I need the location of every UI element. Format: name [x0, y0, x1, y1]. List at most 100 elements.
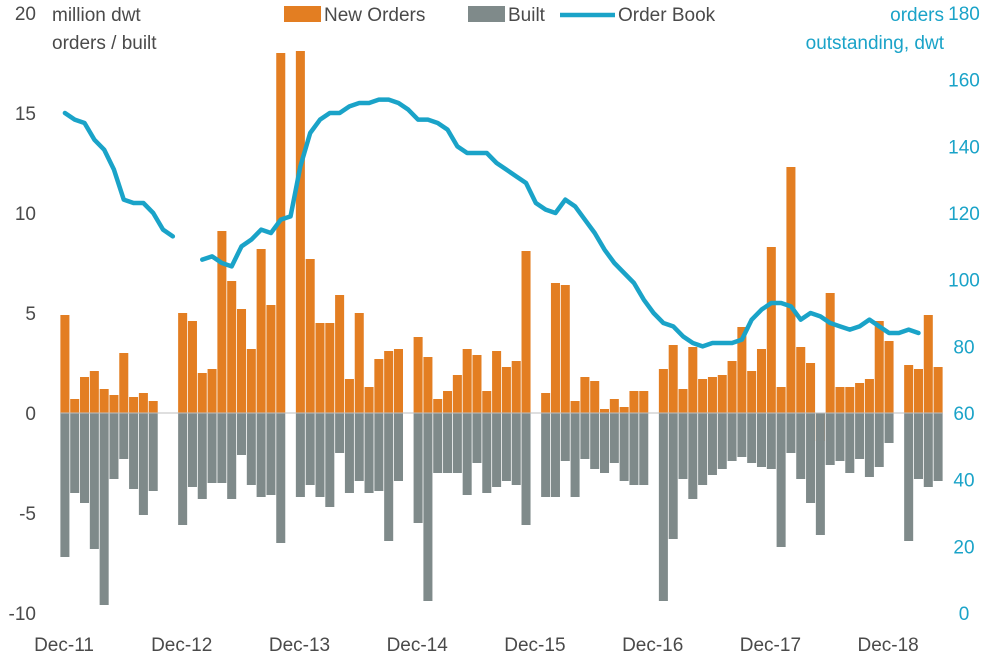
built-bar — [707, 413, 717, 475]
new-orders-bar — [364, 387, 374, 413]
order-book-line — [62, 97, 921, 349]
legend-label-new-orders: New Orders — [324, 5, 425, 26]
new-orders-bar — [550, 283, 560, 413]
new-orders-bar — [70, 399, 80, 413]
new-orders-bar — [698, 379, 708, 413]
new-orders-bar — [874, 321, 884, 413]
built-bar — [913, 413, 923, 479]
built-bar — [727, 413, 737, 461]
new-orders-bar — [619, 407, 629, 413]
built-bar — [786, 413, 796, 453]
built-bar — [80, 413, 90, 503]
built-bar — [374, 413, 384, 491]
built-bar — [835, 413, 845, 461]
built-bar — [452, 413, 462, 473]
built-bar — [658, 413, 668, 601]
x-tick-label: Dec-13 — [269, 635, 330, 656]
new-orders-bar — [384, 351, 394, 413]
new-orders-bar — [119, 353, 129, 413]
built-bar — [354, 413, 364, 481]
built-bar — [305, 413, 315, 485]
built-bar — [884, 413, 894, 443]
new-orders-bar — [256, 249, 266, 413]
built-bar — [600, 413, 610, 473]
x-axis-ticks: Dec-11 Dec-12 Dec-13 Dec-14 Dec-15 Dec-16 Dec-… — [34, 635, 919, 656]
new-orders-bar — [315, 323, 325, 413]
new-orders-bar — [413, 337, 423, 413]
new-orders-bar — [511, 361, 521, 413]
built-bar — [138, 413, 148, 515]
new-orders-bar — [217, 231, 227, 413]
new-orders-bar — [433, 399, 443, 413]
right-tick-label: 20 — [953, 537, 974, 558]
new-orders-bar — [423, 357, 433, 413]
new-orders-bar — [678, 389, 688, 413]
new-orders-bar — [501, 367, 511, 413]
new-orders-bar — [639, 391, 649, 413]
built-bar — [462, 413, 472, 495]
new-orders-bars — [60, 51, 943, 441]
built-bar — [325, 413, 335, 507]
built-bar — [344, 413, 354, 493]
built-bar — [737, 413, 747, 457]
left-tick-label: 10 — [15, 204, 36, 225]
new-orders-bar — [560, 285, 570, 413]
built-bar — [796, 413, 806, 479]
built-bar — [482, 413, 492, 493]
built-bar — [492, 413, 502, 487]
built-bar — [933, 413, 943, 481]
left-tick-label: 15 — [15, 104, 36, 125]
right-tick-label: 100 — [948, 271, 980, 292]
legend-label-built: Built — [508, 5, 546, 26]
built-bar — [923, 413, 933, 487]
x-tick-label: Dec-18 — [857, 635, 918, 656]
right-axis-ticks: 0 20 40 60 80 100 120 140 160 180 — [948, 4, 980, 625]
new-orders-bar — [354, 313, 364, 413]
built-bar — [413, 413, 423, 523]
built-bar — [590, 413, 600, 469]
built-bar — [364, 413, 374, 493]
built-bar — [766, 413, 776, 469]
built-bar — [335, 413, 345, 453]
built-bar — [855, 413, 865, 459]
built-bar — [864, 413, 874, 477]
built-bar — [717, 413, 727, 469]
built-bar — [187, 413, 197, 487]
new-orders-bar — [138, 393, 148, 413]
built-bar — [639, 413, 649, 485]
right-tick-label: 40 — [953, 471, 974, 492]
new-orders-bar — [933, 367, 943, 413]
built-bar — [119, 413, 129, 459]
built-bar — [756, 413, 767, 467]
right-tick-label: 0 — [959, 604, 970, 625]
built-bar — [560, 413, 570, 461]
new-orders-bar — [668, 345, 678, 413]
new-orders-bar — [187, 321, 197, 413]
right-tick-label: 140 — [948, 137, 980, 158]
built-bar — [217, 413, 227, 483]
right-tick-label: 160 — [948, 71, 980, 92]
built-bar — [433, 413, 443, 473]
built-bar — [629, 413, 639, 485]
built-bar — [472, 413, 482, 463]
new-orders-bar — [393, 349, 403, 413]
new-orders-bar — [884, 341, 894, 413]
built-bar — [276, 413, 286, 543]
new-orders-bar — [600, 409, 610, 413]
right-tick-label: 60 — [953, 404, 974, 425]
new-orders-bar — [521, 251, 531, 413]
right-axis-label-line1: orders — [890, 5, 944, 26]
new-orders-bar — [305, 259, 315, 413]
x-tick-label: Dec-16 — [622, 635, 683, 656]
new-orders-bar — [335, 295, 345, 413]
new-orders-bar — [845, 387, 855, 413]
x-tick-label: Dec-17 — [740, 635, 801, 656]
legend-label-order-book: Order Book — [618, 5, 716, 26]
new-orders-bar — [492, 351, 502, 413]
new-orders-bar — [276, 53, 286, 413]
left-axis-label-line2: orders / built — [52, 33, 157, 54]
built-bar — [541, 413, 551, 497]
new-orders-bar — [786, 167, 796, 413]
new-orders-bar — [227, 281, 237, 413]
